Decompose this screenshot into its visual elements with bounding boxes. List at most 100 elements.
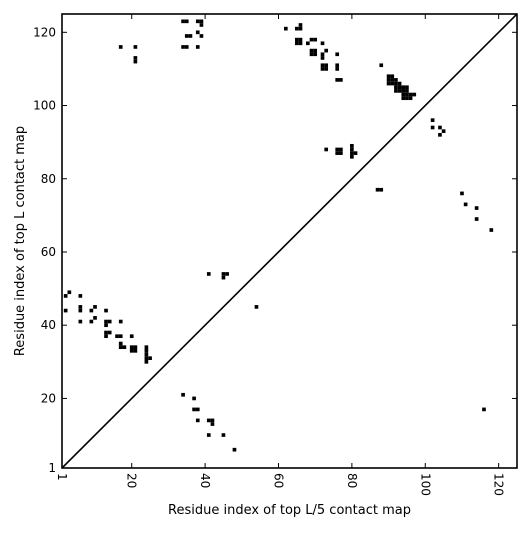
contact-point [386,78,391,82]
contact-point [309,52,314,57]
contact-point [89,319,94,324]
contact-point [401,89,406,93]
x-tick-label: 120 [492,473,506,496]
contact-point [195,19,200,24]
contact-point [144,356,149,360]
contact-point [324,147,329,152]
y-tick-label: 20 [41,391,56,405]
contact-point [390,81,395,86]
contact-point [133,345,138,350]
contact-point [379,187,384,192]
contact-point [405,92,409,97]
contact-point [181,392,185,397]
contact-point [405,89,409,93]
contact-point [195,418,200,423]
contact-point [104,323,108,328]
contact-point [118,45,123,49]
contact-point [148,356,152,360]
contact-point [339,151,343,155]
contact-point [339,78,343,82]
contact-point [206,433,211,437]
contact-point [335,52,340,57]
contact-point [335,151,340,155]
plot-frame [61,13,518,469]
contact-point [104,330,108,335]
contact-point [192,396,196,401]
contact-point [430,118,435,123]
y-tick-label: 60 [41,245,56,259]
contact-point [104,308,108,313]
contact-point [482,407,486,412]
contact-point [397,85,402,90]
contact-point [460,191,464,196]
x-tick-label: 60 [271,473,285,488]
contact-point [405,96,409,101]
contact-point [412,92,417,97]
contact-point [298,41,303,46]
contact-point [195,45,200,49]
contact-point [118,334,123,339]
contact-point [408,92,413,97]
contact-point [335,78,340,82]
contact-point [144,359,149,364]
contact-point [313,37,318,42]
contact-point [118,319,123,324]
points-layer [63,19,494,452]
diagonal-line [61,13,518,469]
contact-point [144,349,149,353]
contact-point [405,85,409,90]
contact-point [199,19,204,24]
contact-point [379,63,384,68]
contact-point [210,422,215,426]
contact-point [115,334,119,339]
contact-point [313,48,318,53]
contact-point [401,85,406,90]
contact-point [489,228,494,232]
x-tick-label: 100 [418,473,432,496]
contact-point [401,92,406,97]
contact-point [309,37,314,42]
contact-point [232,447,237,452]
contact-point [324,48,329,53]
contact-point [335,147,340,152]
contact-point [430,125,435,130]
contact-point [93,316,97,320]
y-tick-label: 100 [33,99,56,113]
contact-point [394,81,398,86]
x-tick-label: 40 [198,473,212,488]
x-tick-label: 20 [125,473,139,488]
contact-point [199,23,204,27]
contact-point [397,81,402,86]
y-tick-label: 40 [41,318,56,332]
contact-point [107,319,112,324]
contact-point [394,78,398,82]
contact-point [339,147,343,152]
contact-point [107,330,112,335]
contact-point [324,67,329,71]
contact-point [63,308,68,313]
contact-point [133,56,138,60]
contact-point [221,272,226,276]
contact-point [78,308,83,313]
contact-point [350,143,354,148]
y-tick-label: 80 [41,172,56,186]
contact-point [350,154,354,159]
contact-point [313,52,318,57]
contact-point [78,319,83,324]
contact-point [390,74,395,79]
contact-point [438,132,442,137]
contact-point [441,129,446,133]
contact-point [394,89,398,93]
contact-point [104,334,108,339]
contact-point [221,275,226,280]
contact-point [335,63,340,68]
contact-point [188,34,193,38]
contact-point [474,217,479,221]
contact-point [320,63,325,68]
contact-point [298,37,303,42]
contact-point [181,45,185,49]
contact-point [144,345,149,350]
contact-point [353,151,358,155]
contact-point [324,63,329,68]
